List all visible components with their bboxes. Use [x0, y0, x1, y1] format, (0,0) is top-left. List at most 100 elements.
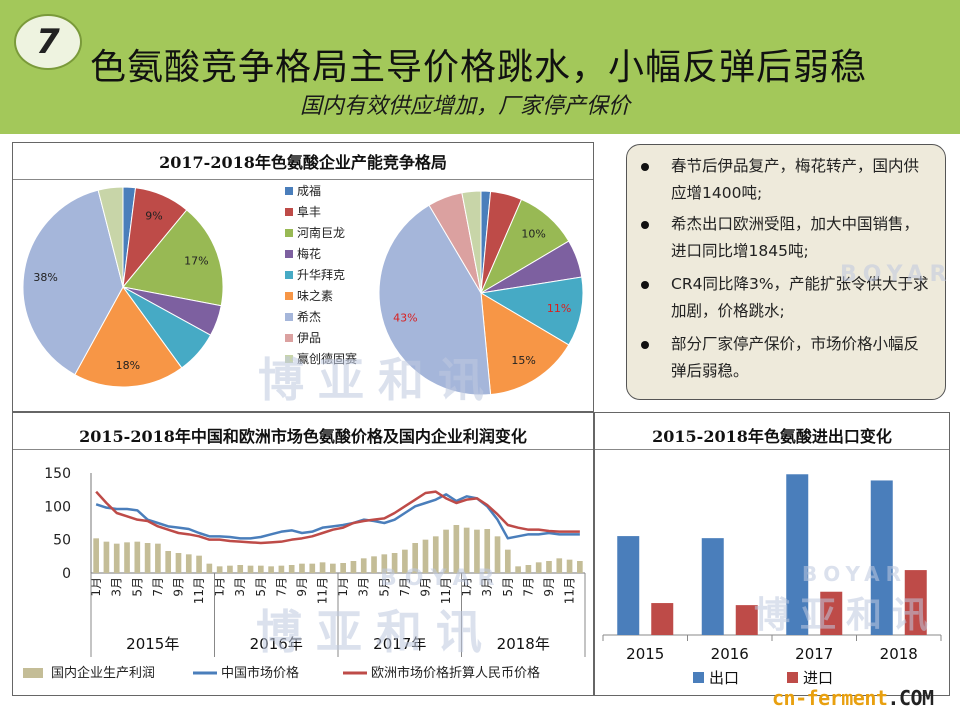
profit-bar — [566, 559, 573, 573]
import-bar — [904, 570, 927, 635]
profit-bar — [134, 541, 141, 573]
note-text: 部分厂家停产保价，市场价格小幅反弹后弱稳。 — [671, 335, 920, 380]
profit-bar — [556, 558, 563, 573]
pie-data-label: 15% — [511, 354, 535, 367]
pie-data-label: 9% — [145, 209, 162, 222]
x-tick-label: 11月 — [439, 577, 453, 604]
export-bar — [701, 538, 724, 635]
x-tick-label: 7月 — [274, 577, 288, 597]
x-tick-label: 5月 — [130, 577, 144, 597]
pie-chart-title: 2017-2018年色氨酸企业产能竞争格局 — [159, 153, 447, 172]
profit-bar — [432, 536, 439, 573]
year-label: 2015年 — [126, 635, 179, 653]
x-tick-label: 11月 — [316, 577, 330, 604]
profit-bar — [268, 566, 274, 573]
x-tick-label: 9月 — [295, 577, 309, 597]
note-item: 希杰出口欧洲受阻，加大中国销售，进口同比增1845吨; — [641, 211, 931, 265]
legend-label: 梅花 — [297, 246, 321, 261]
x-tick-label: 5月 — [254, 577, 268, 597]
notes-panel: 春节后伊品复产，梅花转产，国内供应增1400吨; 希杰出口欧洲受阻，加大中国销售… — [626, 144, 946, 400]
price-title-divider — [13, 449, 593, 450]
trade-chart-panel: 2015-2018年色氨酸进出口变化 2015 2016 2017 2018 出口 进口 — [594, 412, 950, 696]
profit-bar — [288, 565, 295, 573]
profit-bar — [216, 566, 223, 573]
profit-bar — [494, 536, 501, 573]
import-bar — [820, 591, 843, 635]
slide-number-badge: 7 — [14, 14, 82, 70]
legend-label: 国内企业生产利润 — [51, 665, 155, 681]
profit-bar — [185, 554, 192, 573]
trade-title-divider — [595, 449, 949, 450]
pie-slice — [122, 209, 224, 307]
profit-bar — [103, 541, 110, 573]
export-bar — [786, 474, 809, 635]
x-tick-label: 2016 — [711, 645, 749, 663]
legend-swatch — [693, 672, 704, 683]
profit-bar — [402, 549, 408, 573]
watermark-en: BOYAR — [380, 566, 503, 591]
note-item: CR4同比降3%，产能扩张令供大于求加剧，价格跳水; — [641, 271, 931, 325]
note-text: CR4同比降3%，产能扩张令供大于求加剧，价格跳水; — [671, 275, 929, 320]
pie-data-label: 11% — [547, 302, 571, 315]
slide-title: 色氨酸竞争格局主导价格跳水，小幅反弹后弱稳 — [90, 47, 868, 88]
profit-bar — [535, 562, 542, 573]
x-tick-label: 1月 — [336, 577, 350, 597]
x-tick-label: 3月 — [233, 577, 247, 597]
x-tick-label: 2018 — [880, 645, 918, 663]
profit-bar — [247, 565, 254, 573]
profit-bar — [113, 543, 120, 573]
brand-suffix: .COM — [887, 686, 934, 710]
profit-bar — [422, 539, 429, 573]
legend-label: 欧洲市场价格折算人民币价格 — [371, 665, 540, 681]
pie-slice — [480, 292, 570, 396]
profit-bar — [124, 542, 130, 573]
profit-bar — [371, 556, 377, 573]
bullet-icon — [641, 163, 649, 171]
y-tick-label: 100 — [44, 499, 71, 515]
profit-bar — [144, 543, 151, 573]
price-chart-title: 2015-2018年中国和欧洲市场色氨酸价格及国内企业利润变化 — [79, 427, 527, 446]
x-tick-label: 3月 — [110, 577, 124, 597]
profit-bar — [340, 563, 346, 573]
profit-bar — [391, 553, 398, 573]
europe-price-line — [95, 490, 580, 545]
pie-slice — [22, 189, 124, 376]
pie-chart-area: 9% 17% 18% 38% 10% 11% 15% 43% 成福阜丰河南巨龙梅花升华拜克味之素… — [22, 183, 584, 396]
x-tick-label: 5月 — [377, 577, 391, 597]
legend-swatch — [285, 229, 293, 237]
watermark-cn: 博亚和讯 — [754, 595, 939, 636]
pie-slice — [378, 204, 492, 396]
y-tick-label: 0 — [62, 566, 71, 582]
note-item: 春节后伊品复产，梅花转产，国内供应增1400吨; — [641, 153, 931, 207]
pie-slice — [74, 286, 183, 388]
profit-bar — [381, 554, 388, 573]
profit-bar — [299, 563, 305, 573]
profit-bar — [165, 551, 172, 573]
x-tick-label: 7月 — [398, 577, 412, 597]
legend-swatch — [285, 250, 293, 258]
slide-subtitle: 国内有效供应增加，厂家停产保价 — [300, 94, 631, 119]
legend-label: 出口 — [709, 669, 739, 687]
legend-label: 阜丰 — [297, 205, 321, 219]
pie-chart-panel: 2017-2018年色氨酸企业产能竞争格局 9% 17% 18% 38% 10% 11% 1… — [12, 142, 594, 412]
trade-chart-area: 2015 2016 2017 2018 出口 进口 — [602, 474, 942, 687]
x-tick-label: 9月 — [542, 577, 556, 597]
profit-bar — [546, 561, 552, 573]
profit-bar — [463, 527, 470, 573]
header-band: 7 色氨酸竞争格局主导价格跳水，小幅反弹后弱稳 国内有效供应增加，厂家停产保价 — [0, 0, 960, 134]
y-tick-label: 150 — [44, 466, 71, 482]
profit-bar — [175, 553, 182, 573]
import-bar — [735, 605, 758, 635]
pie-slice — [97, 186, 124, 288]
pie-data-label: 38% — [33, 271, 57, 284]
profit-bar — [237, 565, 244, 573]
profit-bar — [412, 543, 419, 573]
profit-bar — [577, 561, 583, 573]
watermark-en: BOYAR — [840, 262, 953, 287]
pie-data-label: 43% — [393, 312, 417, 325]
pie-slice — [479, 276, 584, 346]
profit-bar — [443, 529, 449, 573]
x-tick-label: 5月 — [501, 577, 515, 597]
x-tick-label: 1月 — [460, 577, 474, 597]
trade-chart-title: 2015-2018年色氨酸进出口变化 — [652, 427, 892, 446]
